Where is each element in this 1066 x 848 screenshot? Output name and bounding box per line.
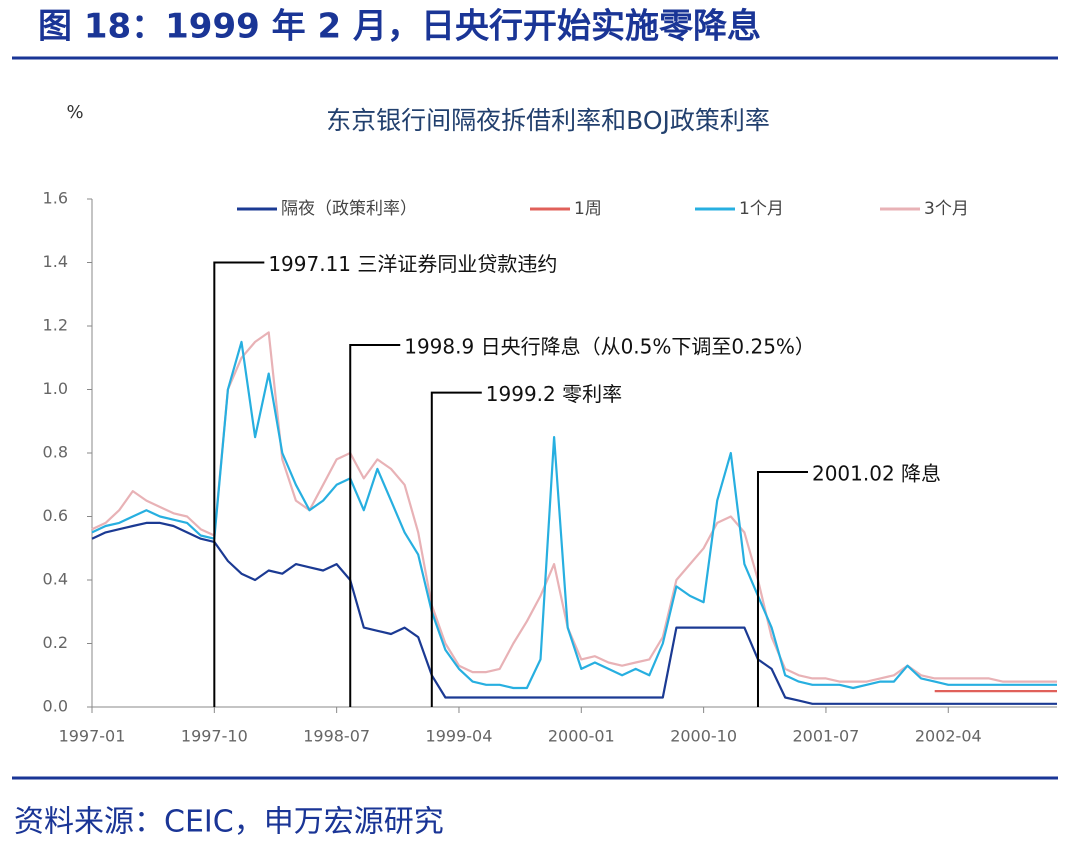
y-tick-label: 1.0 [43, 379, 68, 398]
x-tick-label: 1997-10 [181, 727, 248, 746]
y-tick-label: 1.6 [43, 189, 68, 208]
y-axis-label: % [66, 102, 83, 123]
x-tick-label: 2000-01 [548, 727, 615, 746]
legend-label: 1个月 [739, 199, 784, 219]
annotation-text: 2001.02 降息 [812, 462, 941, 486]
legend-label: 隔夜（政策利率） [281, 199, 417, 219]
legend-label: 1周 [574, 199, 602, 219]
y-tick-label: 1.2 [43, 316, 68, 335]
annotation-line [430, 391, 482, 707]
annotation-text: 1999.2 零利率 [486, 382, 622, 406]
x-tick-label: 1997-01 [59, 727, 126, 746]
annotation-line [756, 471, 808, 707]
x-tick-label: 2002-04 [915, 727, 982, 746]
y-tick-label: 0.0 [43, 697, 68, 716]
series-line [91, 331, 1057, 683]
source: 资料来源：CEIC，申万宏源研究 [14, 805, 444, 840]
x-tick-label: 1999-04 [426, 727, 493, 746]
page-title: 图 18：1999 年 2 月，日央行开始实施零降息 [38, 7, 761, 47]
y-tick-label: 1.4 [43, 252, 68, 271]
y-tick-label: 0.8 [43, 443, 68, 462]
annotation-text: 1997.11 三洋证券同业贷款违约 [268, 252, 557, 276]
x-tick-label: 2000-10 [670, 727, 737, 746]
y-tick-label: 0.6 [43, 506, 68, 525]
y-tick-label: 0.4 [43, 570, 68, 589]
annotation-text: 1998.9 日央行降息（从0.5%下调至0.25%） [404, 335, 815, 359]
series-line [91, 521, 1057, 705]
x-tick-label: 1998-07 [303, 727, 370, 746]
y-tick-label: 0.2 [43, 633, 68, 652]
annotation-line [213, 261, 265, 707]
annotation-line [349, 344, 401, 707]
chart-title: 东京银行间隔夜拆借利率和BOJ政策利率 [326, 106, 770, 135]
x-tick-label: 2001-07 [793, 727, 860, 746]
series-line [91, 340, 1057, 690]
legend-label: 3个月 [924, 199, 969, 219]
